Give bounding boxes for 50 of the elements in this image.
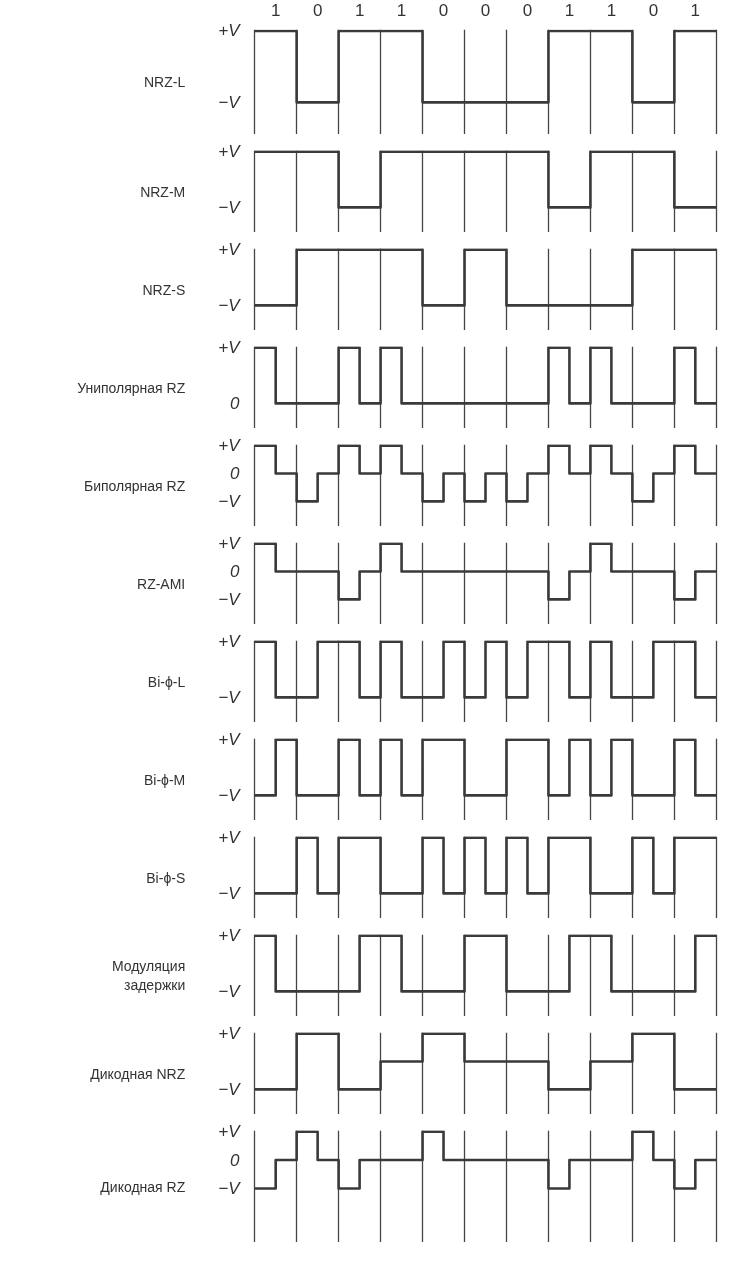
- x-tick-label: 1: [354, 0, 365, 20]
- text: −V: [218, 295, 242, 315]
- y-axis-title: Униполярная RZ: [77, 379, 186, 396]
- x-tick-label: 0: [438, 0, 449, 20]
- y-axis-title: NRZ-M: [140, 183, 186, 200]
- text: −V: [218, 1079, 242, 1099]
- text: −V: [218, 589, 242, 609]
- y-axis-title: Дикодная RZ: [100, 1178, 186, 1195]
- y-axis-title: Bi-ϕ-M: [143, 771, 186, 788]
- x-tick-label: 1: [564, 0, 575, 20]
- text: −V: [218, 981, 242, 1001]
- text: +V: [218, 730, 242, 750]
- text: +V: [218, 1024, 242, 1044]
- y-axis-title: Bi-ϕ-L: [147, 673, 186, 690]
- text: +V: [218, 21, 242, 41]
- text: −V: [218, 785, 242, 805]
- y-axis-title: Биполярная RZ: [83, 477, 186, 494]
- text: −V: [218, 687, 242, 707]
- x-tick-label: 0: [480, 0, 491, 20]
- text: +V: [218, 142, 242, 162]
- text: −V: [218, 883, 242, 903]
- x-tick-label: 1: [270, 0, 281, 20]
- text: −V: [218, 491, 242, 511]
- text: +V: [218, 926, 242, 946]
- y-axis-title: RZ-AMI: [137, 575, 186, 592]
- text: −V: [218, 1178, 242, 1198]
- text: −V: [218, 92, 242, 112]
- text: +V: [218, 240, 242, 260]
- text: 0: [230, 393, 241, 413]
- text: 0: [230, 464, 241, 484]
- x-tick-label: 0: [312, 0, 323, 20]
- text: +V: [218, 828, 242, 848]
- text: +V: [218, 338, 242, 358]
- x-tick-label: 0: [522, 0, 533, 20]
- x-tick-label: 1: [606, 0, 617, 20]
- y-axis-title: Дикодная NRZ: [90, 1065, 186, 1082]
- text: −V: [218, 197, 242, 217]
- y-axis-title: NRZ-S: [142, 281, 186, 298]
- y-axis-title: NRZ-L: [144, 74, 186, 90]
- text: 0: [230, 562, 241, 582]
- text: +V: [218, 632, 242, 652]
- x-tick-label: 1: [396, 0, 407, 20]
- y-axis-title: Модуляция задержки: [111, 957, 186, 994]
- text: +V: [218, 1122, 242, 1142]
- text: +V: [218, 534, 242, 554]
- y-axis-title: Bi-ϕ-S: [146, 869, 186, 886]
- text: 0: [230, 1150, 241, 1170]
- x-tick-label: 1: [690, 0, 701, 20]
- text: +V: [218, 436, 242, 456]
- x-tick-label: 0: [648, 0, 659, 20]
